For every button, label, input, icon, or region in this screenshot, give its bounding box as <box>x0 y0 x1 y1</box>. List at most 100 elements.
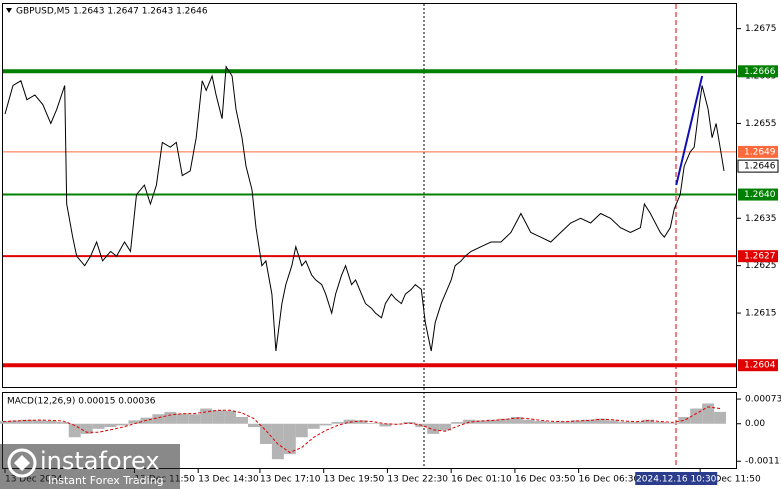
histogram-bar <box>355 420 368 424</box>
level-label-bg <box>738 145 778 158</box>
histogram-bar <box>630 422 643 424</box>
histogram-bar <box>128 420 141 424</box>
histogram-bar <box>487 419 499 424</box>
level-label-bg <box>738 359 778 372</box>
histogram-bar <box>224 410 237 424</box>
histogram-bar <box>271 423 284 460</box>
histogram-bar <box>331 422 344 424</box>
histogram-bar <box>642 419 655 424</box>
histogram-bar <box>690 408 703 424</box>
trend-line <box>675 75 704 186</box>
histogram-bar <box>80 423 93 434</box>
level-label: 1.2627 <box>744 252 776 262</box>
macd-panel-frame <box>2 392 737 469</box>
histogram-bar <box>618 421 631 424</box>
histogram-bar <box>606 420 619 424</box>
histogram-bar <box>678 416 691 424</box>
y-tick-label: 1.2655 <box>745 119 777 129</box>
level-label-bg <box>738 188 778 201</box>
cursor-time-bg <box>635 472 718 485</box>
histogram-bar <box>0 421 9 424</box>
histogram-bar <box>295 423 308 438</box>
histogram-bar <box>534 421 547 424</box>
histogram-bar <box>522 419 535 424</box>
histogram-bar <box>343 419 356 424</box>
histogram-bar <box>367 423 380 424</box>
histogram-bar <box>116 423 129 426</box>
watermark-tagline: Instant Forex Trading <box>48 474 164 487</box>
histogram-bar <box>56 422 69 424</box>
histogram-bar <box>20 419 33 424</box>
histogram-bar <box>546 422 559 424</box>
y-tick-label: 0.00073 <box>745 395 781 405</box>
y-tick-label: 1.2635 <box>745 214 777 224</box>
level-label: 1.2604 <box>744 361 776 371</box>
histogram-bar <box>259 423 272 445</box>
macd-header: MACD(12,26,9) 0.00015 0.00036 <box>7 397 156 407</box>
x-tick-label: 13 Dec 19:50 <box>324 475 385 485</box>
price-line <box>4 65 725 352</box>
x-tick-label: 16 Dec 06:30 <box>579 475 640 485</box>
histogram-bar <box>558 421 571 424</box>
histogram-bar <box>475 420 488 424</box>
histogram-bar <box>714 411 727 424</box>
histogram-bar <box>498 418 511 424</box>
last-price-label: 1.2646 <box>744 162 776 172</box>
y-tick-label: 1.2675 <box>745 24 777 34</box>
signal-line <box>2 406 721 454</box>
level-label: 1.2640 <box>744 190 776 200</box>
histogram-bar <box>439 423 452 431</box>
histogram-bar <box>570 420 583 424</box>
histogram-bar <box>188 414 201 424</box>
y-tick-label: 1.2625 <box>745 261 777 271</box>
histogram-bar <box>666 423 679 424</box>
histogram-bar <box>200 408 213 424</box>
header-icon <box>6 8 12 13</box>
x-tick-label: 16 Dec 01:10 <box>451 475 512 485</box>
chart-header: GBPUSD,M5 1.2643 1.2647 1.2643 1.2646 <box>16 7 208 17</box>
x-tick-label: 16 Dec 11:50 <box>700 475 761 485</box>
histogram-bar <box>654 422 667 424</box>
histogram-bar <box>702 403 715 424</box>
histogram-bar <box>582 419 595 424</box>
histogram-bar <box>164 411 177 424</box>
histogram-bar <box>427 423 440 434</box>
histogram-bar <box>44 421 57 424</box>
histogram-bar <box>104 423 117 428</box>
y-tick-label: -0.00111 <box>745 457 781 467</box>
level-label-bg <box>738 250 778 263</box>
x-tick-label: 16 Dec 03:50 <box>515 475 576 485</box>
histogram-bar <box>32 420 45 424</box>
price-panel-frame <box>2 3 737 388</box>
watermark-brand: instaforex <box>40 447 160 475</box>
x-tick-label: 13 Dec 14:30 <box>198 475 259 485</box>
histogram-bar <box>451 422 464 424</box>
last-price-bg <box>737 159 779 173</box>
level-label-bg <box>738 65 778 78</box>
histogram-bar <box>403 422 416 424</box>
histogram-bar <box>152 414 165 424</box>
histogram-bar <box>247 423 260 428</box>
watermark-logo <box>7 448 37 478</box>
y-tick-label: 1.2615 <box>745 309 777 319</box>
x-tick-label: 13 Dec 22:30 <box>387 475 448 485</box>
y-tick-label: 0.00 <box>745 419 765 429</box>
histogram-bar <box>236 416 248 424</box>
histogram-bar <box>594 418 607 424</box>
histogram-bar <box>176 413 189 424</box>
watermark: instaforex Instant Forex Trading <box>0 444 180 489</box>
histogram-bar <box>8 420 21 424</box>
cursor-time-label: 2024.12.16 10:30 <box>636 475 717 485</box>
histogram-bar <box>307 423 320 429</box>
histogram-bar <box>68 423 81 438</box>
watermark-logo-mark <box>14 455 30 471</box>
histogram-bar <box>212 410 225 424</box>
level-label: 1.2666 <box>744 67 776 77</box>
level-label: 1.2649 <box>744 147 776 157</box>
histogram-bar <box>283 423 296 455</box>
histogram-bar <box>92 423 105 429</box>
x-tick-label: 13 Dec 17:10 <box>260 475 321 485</box>
